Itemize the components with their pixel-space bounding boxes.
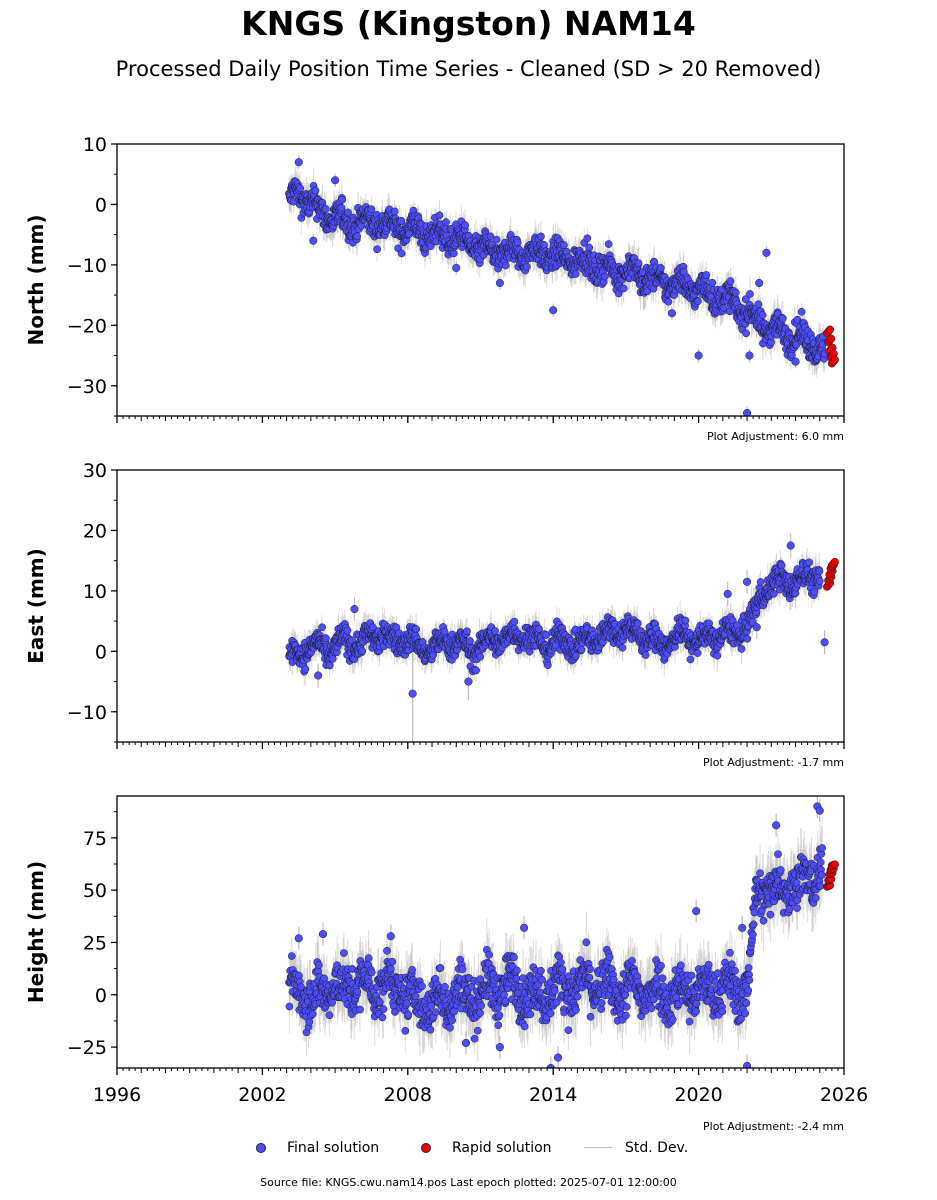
final-solution-point [412, 625, 420, 633]
final-solution-point [328, 654, 337, 663]
final-solution-point [397, 249, 406, 258]
final-solution-point [797, 307, 806, 316]
final-solution-point [337, 203, 346, 212]
y-tick-label: 10 [83, 134, 107, 156]
final-solution-point [537, 232, 545, 241]
rapid-solution-point [825, 325, 835, 334]
final-solution-point [463, 627, 471, 636]
final-solution-point [743, 408, 752, 416]
final-solution-point [325, 661, 334, 670]
final-solution-point [358, 647, 367, 655]
final-solution-point [708, 278, 717, 287]
final-solution-point [296, 184, 305, 193]
final-solution-point [343, 626, 352, 635]
final-solution-point [331, 176, 340, 185]
final-solution-point [390, 207, 399, 216]
final-solution-point [779, 314, 787, 323]
final-solution-point [492, 235, 501, 244]
final-solution-point [495, 278, 504, 288]
final-solution-point [353, 232, 362, 241]
final-solution-point [405, 230, 414, 238]
final-solution-point [741, 295, 750, 304]
final-solution-point [476, 652, 485, 661]
final-solution-point [694, 297, 702, 306]
std-dev-bars [288, 155, 826, 416]
final-solution-point [571, 270, 580, 278]
final-solution-point [585, 243, 594, 252]
final-solution-point [397, 216, 406, 225]
plot-frame [116, 143, 845, 417]
final-solution-point [491, 627, 499, 635]
final-solution-point [344, 208, 352, 217]
y-tick-label: 0 [95, 194, 107, 216]
final-solution-point [549, 306, 558, 315]
final-solution-point [604, 240, 613, 248]
final-solution-point [758, 311, 767, 319]
final-solution-point [702, 271, 711, 279]
final-solution-point [601, 272, 609, 281]
final-solution-point [560, 241, 568, 250]
final-solution-point [762, 248, 771, 257]
y-axis: 10 0 −10 −20 −30 [67, 134, 117, 417]
final-solution-point [667, 309, 676, 318]
final-solution-point [338, 195, 347, 204]
final-solution-point [583, 234, 592, 243]
final-solution-point [321, 205, 330, 213]
final-solution-point [726, 277, 735, 285]
final-solution-point [501, 261, 510, 270]
final-solution-point [461, 221, 470, 229]
final-solution-point [309, 236, 318, 245]
final-solution-point [754, 300, 763, 309]
final-solution-point [656, 264, 665, 272]
final-solution-point [311, 186, 320, 195]
final-solution-points [285, 158, 829, 416]
plot-adjustment-note: Plot Adjustment: 6.0 mm [707, 430, 844, 443]
final-solution-point [522, 262, 531, 271]
final-solution-point [513, 238, 522, 247]
final-solution-point [442, 218, 450, 226]
x-axis [116, 416, 845, 423]
final-solution-point [301, 665, 310, 674]
final-solution-point [694, 351, 703, 360]
final-solution-point [540, 240, 548, 249]
data-layer [285, 533, 839, 742]
rapid-solution-points [822, 325, 839, 368]
rapid-solution-point [827, 334, 836, 343]
y-axis-label: North (mm) [24, 214, 48, 345]
final-solution-point [742, 329, 750, 338]
final-solution-point [745, 351, 754, 360]
final-solution-point [449, 249, 458, 258]
final-solution-point [619, 284, 628, 293]
final-solution-point [755, 278, 764, 288]
final-solution-point [322, 634, 330, 642]
final-solution-point [318, 623, 326, 632]
data-layer [285, 155, 839, 416]
final-solution-point [435, 211, 444, 220]
final-solution-point [472, 666, 480, 675]
final-solution-point [634, 259, 643, 268]
final-solution-points [285, 541, 829, 698]
final-solution-point [440, 627, 449, 636]
rapid-solution-point [830, 355, 839, 364]
final-solution-point [367, 205, 376, 214]
final-solution-point [731, 288, 740, 297]
panel-north: 10 0 −10 −20 −30 North (mm) Plot Adjustment: 6… [24, 134, 845, 443]
chart-title: KNGS (Kingston) NAM14 [241, 4, 696, 43]
final-solution-point [452, 263, 461, 272]
y-tick-label: −30 [67, 376, 107, 398]
final-solution-point [664, 297, 673, 306]
final-solution-point [294, 158, 303, 167]
final-solution-point [791, 357, 800, 366]
y-tick-label: −10 [67, 255, 107, 277]
final-solution-point [466, 637, 474, 645]
chart-subtitle: Processed Daily Position Time Series - C… [115, 57, 822, 81]
final-solution-point [373, 245, 381, 254]
final-solution-point [746, 290, 754, 298]
final-solution-point [486, 232, 495, 241]
y-tick-label: −20 [67, 315, 107, 337]
